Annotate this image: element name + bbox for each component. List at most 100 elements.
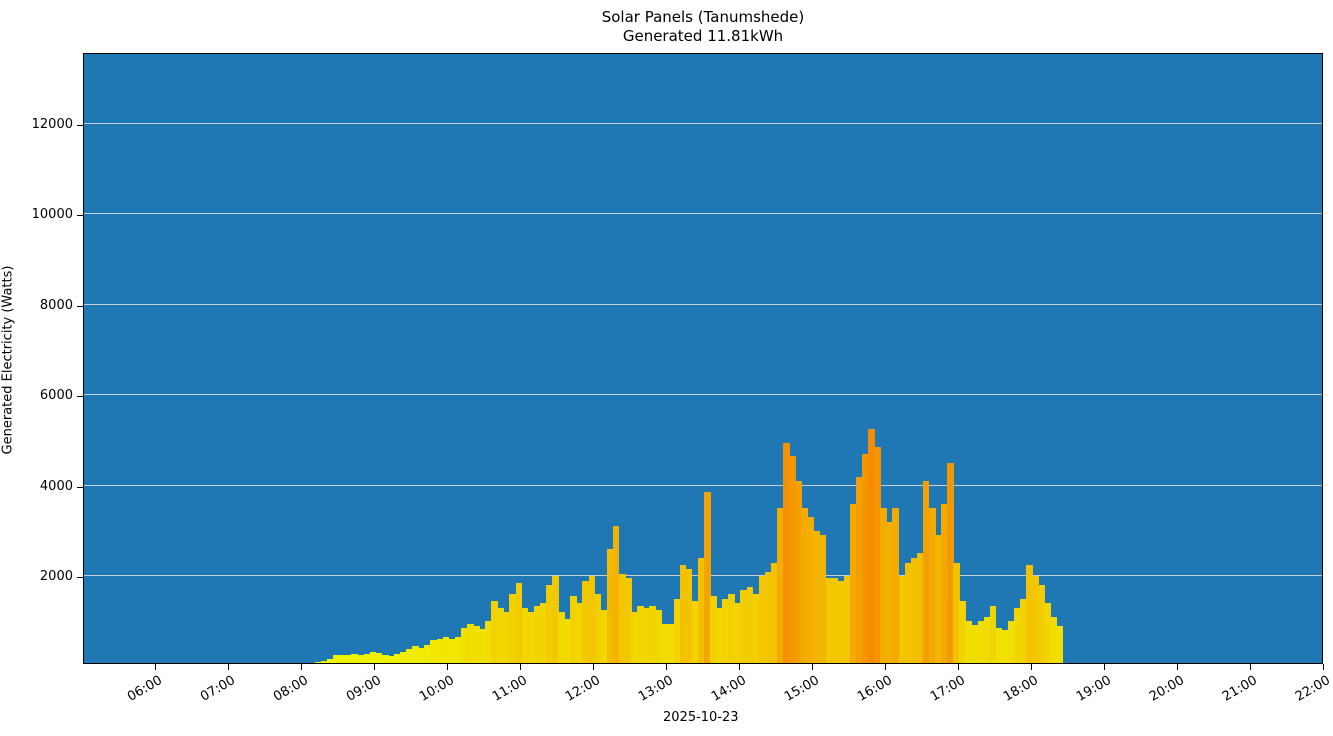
x-tick	[301, 664, 303, 670]
bar	[649, 605, 656, 663]
bar	[825, 578, 833, 663]
bar	[1020, 598, 1027, 663]
x-tick-label: 07:00	[198, 673, 239, 705]
bar	[667, 623, 675, 663]
bar	[333, 655, 340, 663]
bar	[704, 492, 711, 663]
bar	[1026, 564, 1033, 663]
x-tick-label: 18:00	[1000, 673, 1041, 705]
bar	[515, 582, 523, 663]
bar	[831, 578, 839, 663]
bar	[497, 607, 504, 663]
bar	[552, 576, 559, 663]
bar	[1014, 607, 1021, 663]
x-tick	[1322, 664, 1324, 670]
bar	[934, 535, 942, 663]
bar	[716, 607, 723, 663]
bar	[837, 580, 845, 663]
bar	[989, 605, 997, 663]
bar	[916, 553, 924, 663]
bar	[722, 598, 729, 663]
bar	[570, 596, 577, 663]
x-tick	[1176, 664, 1178, 670]
chart-subtitle: Generated 11.81kWh	[622, 27, 784, 45]
x-tick	[884, 664, 886, 670]
bar	[941, 503, 948, 663]
bar	[612, 526, 620, 663]
gridline	[84, 122, 1322, 124]
x-tick	[666, 664, 668, 670]
bar	[363, 653, 371, 663]
plot-area	[83, 53, 1323, 664]
bar	[965, 621, 973, 663]
bar	[400, 651, 407, 663]
bar	[314, 662, 322, 663]
bar	[539, 603, 547, 663]
bar	[454, 636, 462, 663]
bar	[661, 623, 669, 663]
bar	[728, 594, 735, 663]
bar	[600, 610, 608, 663]
bar	[807, 517, 814, 663]
bar	[959, 601, 966, 663]
bar	[928, 508, 936, 663]
x-tick	[228, 664, 230, 670]
bar	[910, 558, 918, 663]
bar	[947, 462, 954, 663]
bar	[418, 648, 425, 663]
x-tick	[447, 664, 449, 670]
bar	[922, 481, 930, 663]
x-tick	[155, 664, 157, 670]
bar	[357, 654, 365, 663]
y-tick	[77, 124, 83, 126]
x-tick-label: 20:00	[1146, 673, 1187, 705]
bar	[971, 624, 979, 663]
bar	[953, 562, 960, 663]
x-tick	[520, 664, 522, 670]
bar	[813, 530, 821, 663]
bar	[734, 603, 742, 663]
x-tick-label: 17:00	[927, 673, 968, 705]
y-tick-label: 12000	[31, 116, 73, 132]
bar	[558, 612, 565, 663]
bar	[637, 605, 644, 663]
bar	[345, 655, 353, 663]
bar	[679, 564, 687, 663]
bar	[1044, 603, 1052, 663]
bar	[655, 610, 663, 663]
bar	[1001, 630, 1009, 663]
y-tick	[77, 486, 83, 488]
gridline	[84, 394, 1322, 396]
bar	[381, 654, 389, 663]
x-tick-label: 16:00	[854, 673, 895, 705]
bar	[697, 558, 705, 663]
x-tick-label: 14:00	[709, 673, 749, 705]
bar	[588, 576, 596, 663]
x-tick-label: 19:00	[1073, 673, 1114, 705]
y-tick	[77, 305, 83, 307]
y-tick-label: 2000	[39, 569, 73, 585]
bar	[448, 638, 456, 663]
bar	[460, 628, 468, 663]
x-tick-label: 06:00	[125, 673, 166, 705]
bar	[485, 621, 492, 663]
bar	[795, 481, 802, 663]
x-tick	[957, 664, 959, 670]
y-tick	[77, 215, 83, 217]
y-axis-label: Generated Electricity (Watts)	[0, 265, 16, 455]
bar	[673, 598, 681, 663]
bar	[466, 623, 474, 663]
x-tick	[1103, 664, 1105, 670]
bar	[843, 576, 851, 663]
bar	[1056, 625, 1064, 663]
x-tick	[593, 664, 595, 670]
bar	[977, 621, 985, 663]
bar	[436, 638, 444, 663]
bar	[545, 585, 553, 663]
bar	[509, 594, 517, 663]
bar	[801, 508, 808, 663]
bar	[886, 521, 894, 663]
bar	[369, 652, 377, 663]
bar	[327, 658, 334, 663]
bar	[394, 654, 401, 663]
